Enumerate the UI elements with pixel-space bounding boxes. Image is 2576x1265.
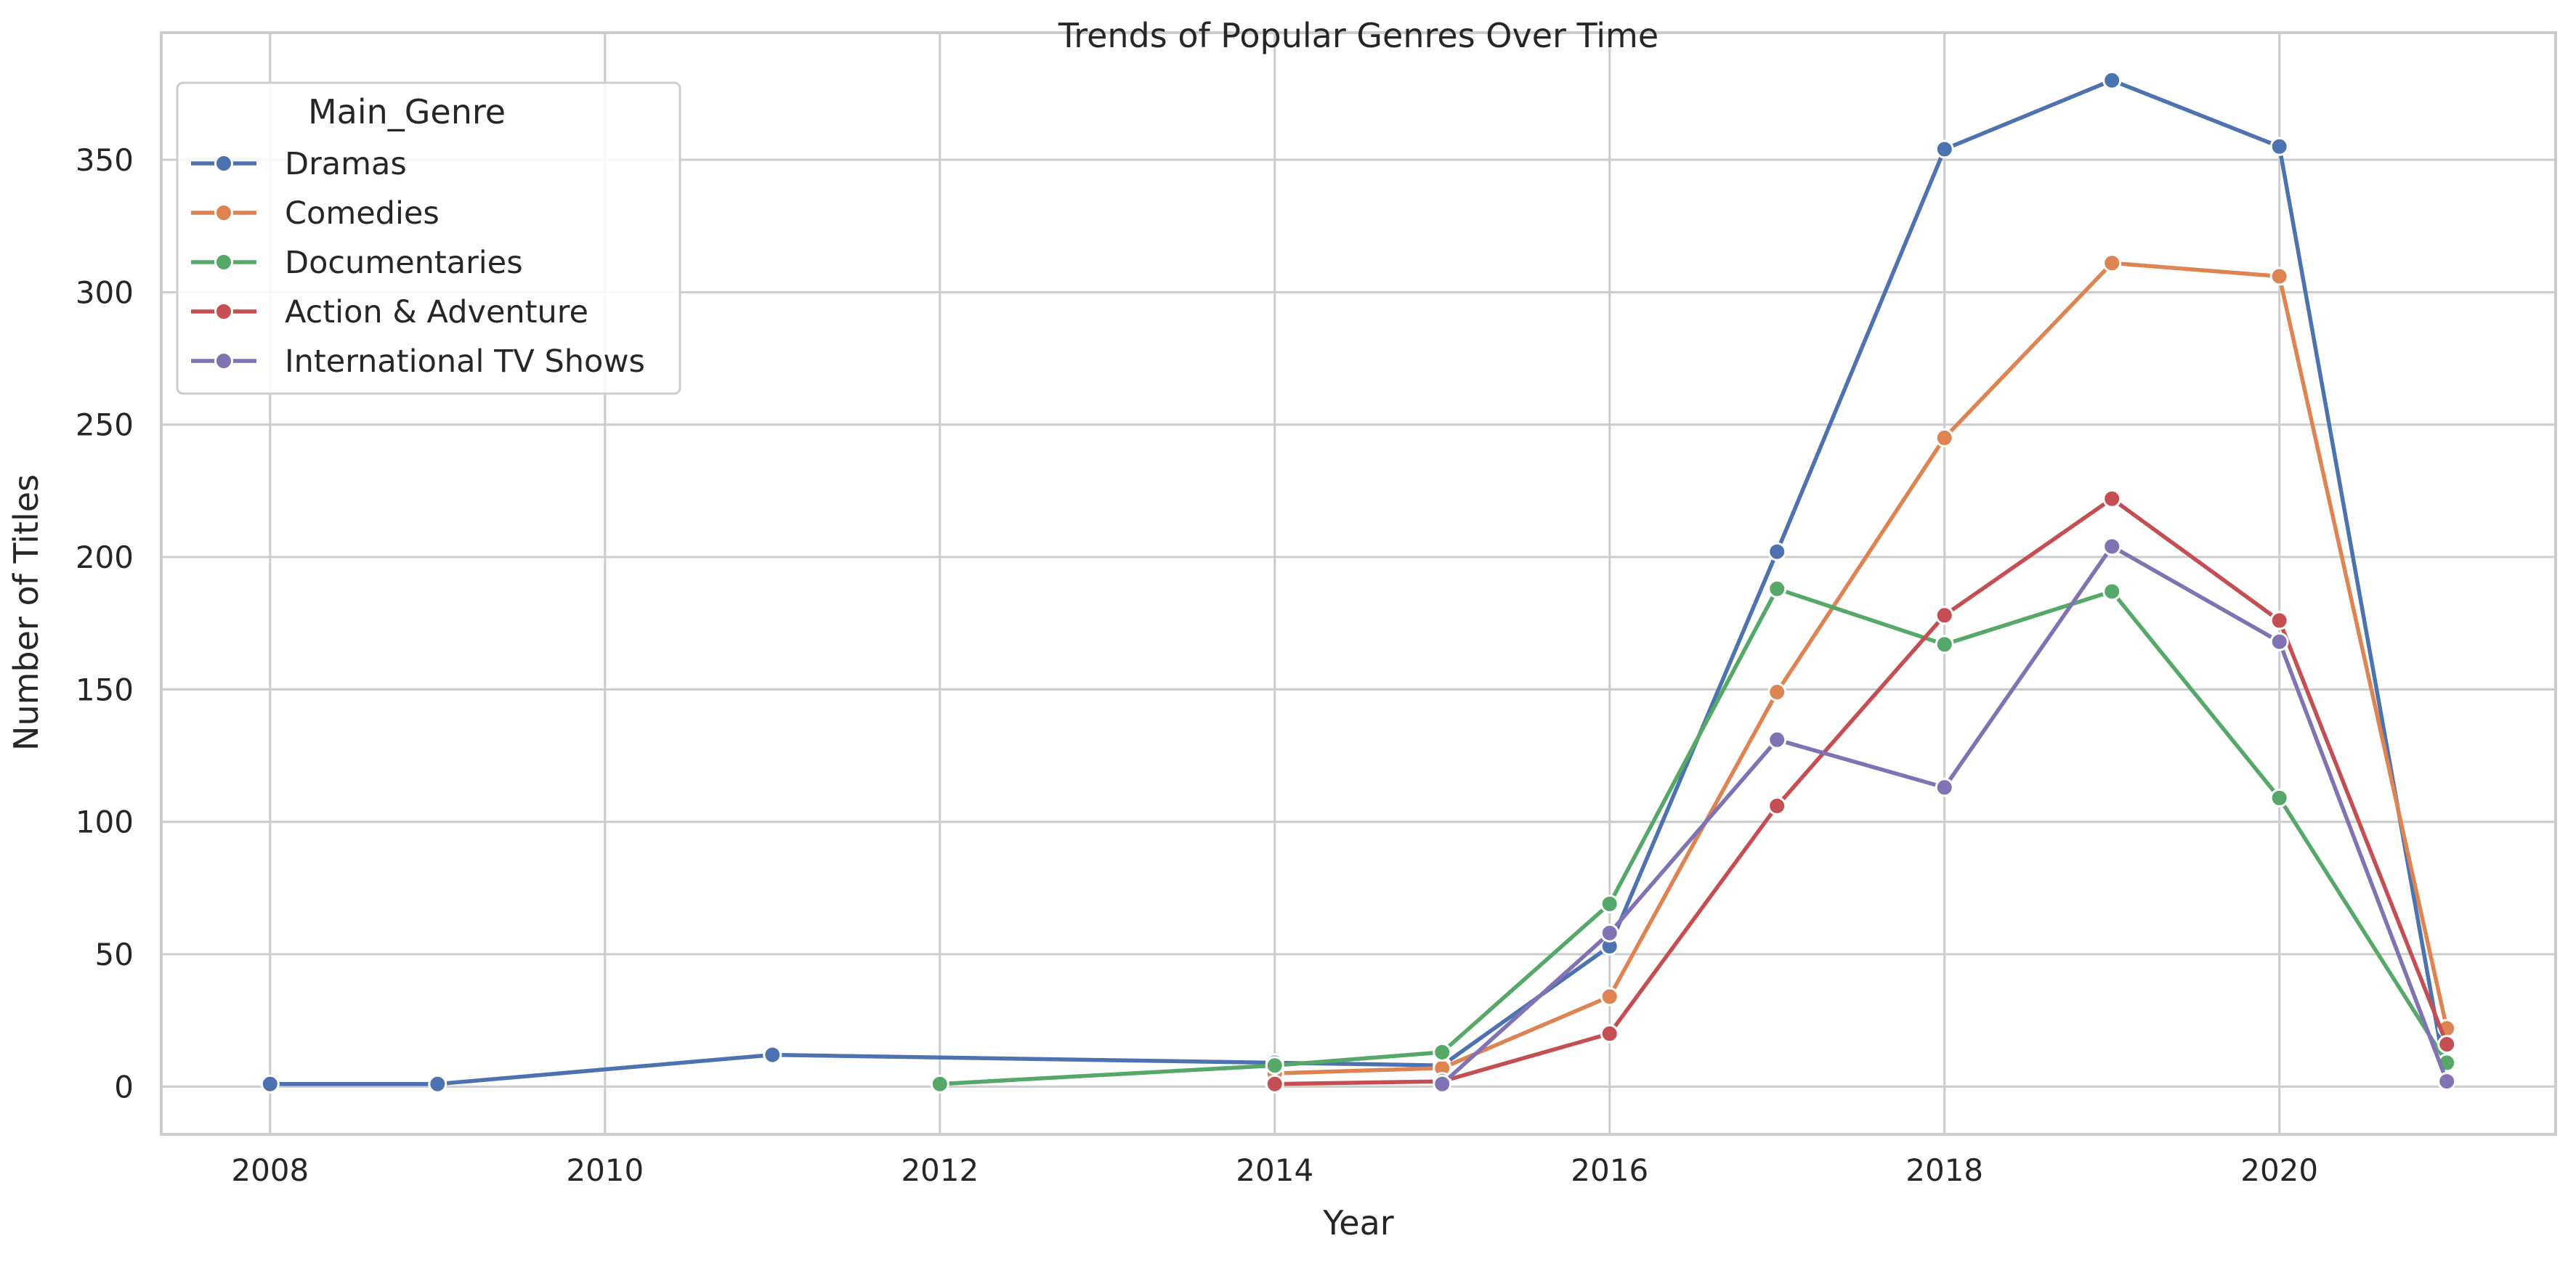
- legend-label: Action & Adventure: [285, 294, 588, 330]
- chart-title: Trends of Popular Genres Over Time: [1058, 16, 1658, 55]
- series-international-tv-shows: [1433, 537, 2457, 1094]
- legend-marker: [214, 302, 233, 321]
- legend-item: International TV Shows: [191, 343, 645, 380]
- x-tick-labels: 2008 2010 2012 2014 2016 2018 2020: [231, 1152, 2318, 1188]
- legend-box: [176, 81, 681, 395]
- data-point: [1767, 796, 1787, 815]
- x-tick-label: 2008: [231, 1152, 309, 1188]
- data-point: [2269, 611, 2289, 630]
- y-tick-label: 100: [76, 805, 134, 840]
- data-point: [2269, 788, 2289, 808]
- data-point: [1600, 1024, 1619, 1044]
- data-point: [1767, 579, 1787, 598]
- data-point: [2269, 137, 2289, 156]
- legend-title: Main_Genre: [308, 92, 506, 131]
- data-point: [260, 1074, 280, 1094]
- data-point: [1433, 1074, 1452, 1094]
- plot-frame: [160, 31, 2557, 1136]
- data-point: [1600, 894, 1619, 914]
- data-point: [1935, 635, 1954, 654]
- data-point: [1265, 1074, 1284, 1094]
- data-point: [2102, 70, 2122, 90]
- data-point: [1935, 778, 1954, 797]
- data-point: [2102, 253, 2122, 273]
- y-tick-label: 300: [76, 274, 134, 310]
- legend-label: Documentaries: [285, 245, 523, 281]
- legend: Main_Genre Dramas Comedies Documentaries Ac…: [176, 81, 681, 395]
- legend-label: Comedies: [285, 195, 440, 232]
- data-point: [1600, 923, 1619, 943]
- data-point: [1433, 1042, 1452, 1062]
- data-point: [1935, 139, 1954, 159]
- data-point: [2102, 537, 2122, 556]
- x-tick-label: 2010: [566, 1152, 644, 1188]
- legend-item: Documentaries: [191, 245, 523, 281]
- x-tick-label: 2012: [901, 1152, 979, 1188]
- y-tick-label: 50: [95, 937, 134, 972]
- y-tick-label: 250: [76, 407, 134, 443]
- data-point: [930, 1074, 949, 1094]
- grid-lines: [161, 33, 2556, 1134]
- legend-marker: [214, 351, 233, 370]
- legend-label: International TV Shows: [285, 343, 645, 380]
- data-point: [1767, 730, 1787, 749]
- y-tick-label: 350: [76, 142, 134, 178]
- data-point: [1767, 683, 1787, 702]
- data-point: [2102, 582, 2122, 601]
- legend-marker: [214, 253, 233, 272]
- data-point: [2269, 632, 2289, 651]
- x-axis-title: Year: [1322, 1203, 1393, 1242]
- legend-item: Comedies: [191, 195, 440, 232]
- data-point: [2437, 1035, 2457, 1054]
- legend-items: Dramas Comedies Documentaries Action & Adve…: [191, 146, 645, 380]
- x-tick-label: 2020: [2240, 1152, 2318, 1188]
- y-axis-title: Number of Titles: [7, 474, 46, 751]
- data-point: [1935, 606, 1954, 625]
- x-tick-label: 2018: [1905, 1152, 1983, 1188]
- legend-marker: [214, 203, 233, 222]
- y-tick-label: 0: [114, 1069, 134, 1105]
- y-tick-label: 150: [76, 672, 134, 707]
- data-point: [1767, 542, 1787, 561]
- data-point: [1600, 987, 1619, 1006]
- legend-marker: [214, 154, 233, 173]
- legend-item: Dramas: [191, 146, 407, 182]
- legend-item: Action & Adventure: [191, 294, 588, 330]
- x-tick-label: 2016: [1571, 1152, 1648, 1188]
- data-point: [1935, 428, 1954, 447]
- data-point: [1265, 1056, 1284, 1075]
- data-point: [2269, 267, 2289, 286]
- data-point: [2437, 1072, 2457, 1091]
- data-point: [428, 1074, 447, 1094]
- data-point: [763, 1045, 782, 1065]
- series-lines: [260, 70, 2457, 1094]
- x-tick-label: 2014: [1236, 1152, 1313, 1188]
- y-tick-label: 200: [76, 540, 134, 575]
- legend-label: Dramas: [285, 146, 407, 182]
- data-point: [2102, 489, 2122, 508]
- y-tick-labels: 0 50 100 150 200 250 300 350: [76, 142, 134, 1105]
- series-line: [1273, 497, 2449, 1086]
